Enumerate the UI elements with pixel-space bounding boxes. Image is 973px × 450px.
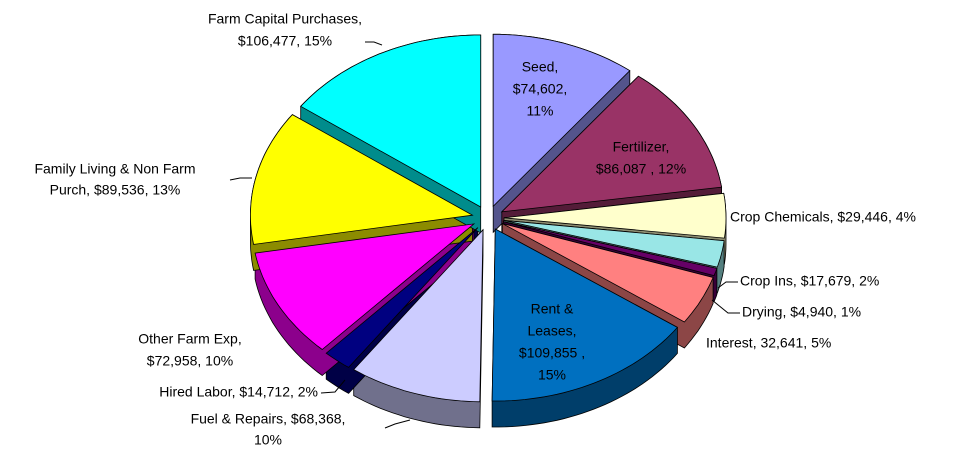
leader-line <box>717 281 738 289</box>
data-label: $86,087 , 12% <box>596 161 686 177</box>
slice <box>325 227 479 368</box>
slice <box>503 220 725 268</box>
data-label: $109,855 , <box>519 345 585 361</box>
slice <box>500 75 723 213</box>
leader-line <box>711 299 740 314</box>
slice <box>491 228 679 402</box>
data-label: Purch, $89,536, 13% <box>50 182 181 198</box>
data-label: Leases, <box>527 323 576 339</box>
data-label: Crop Ins, $17,679, 2% <box>740 273 879 289</box>
data-label: Family Living & Non Farm <box>34 161 195 177</box>
slice <box>503 221 718 277</box>
data-label: Crop Chemicals, $29,446, 4% <box>730 209 916 225</box>
data-label: Rent & <box>531 301 574 317</box>
leader-line <box>229 177 252 181</box>
data-label: Fuel & Repairs, $68,368, <box>191 411 346 427</box>
data-label: $106,477, 15% <box>238 33 332 49</box>
data-label: Farm Capital Purchases, <box>208 11 362 27</box>
data-label: $72,958, 10% <box>147 353 233 369</box>
slice-tops <box>249 33 727 403</box>
slice <box>503 192 727 239</box>
data-label: $74,602, <box>513 81 568 97</box>
data-label: Seed, <box>522 59 559 75</box>
data-label: Interest, 32,641, 5% <box>706 335 831 351</box>
leader-line <box>365 41 383 46</box>
data-label: Hired Labor, $14,712, 2% <box>159 384 318 400</box>
data-label: 11% <box>527 103 554 119</box>
data-label: Other Farm Exp, <box>138 331 241 347</box>
slice <box>353 228 484 403</box>
data-label: 10% <box>254 432 282 448</box>
slice <box>300 34 482 208</box>
slice <box>254 223 476 351</box>
slice <box>249 114 474 245</box>
data-label: Fertilizer, <box>613 139 670 155</box>
slice <box>502 223 714 323</box>
leader-line <box>384 419 411 429</box>
leader-line <box>320 379 346 394</box>
data-label: 15% <box>538 367 566 383</box>
slice <box>492 33 631 208</box>
data-label: Drying, $4,940, 1% <box>742 304 861 320</box>
slice-side <box>501 222 714 349</box>
